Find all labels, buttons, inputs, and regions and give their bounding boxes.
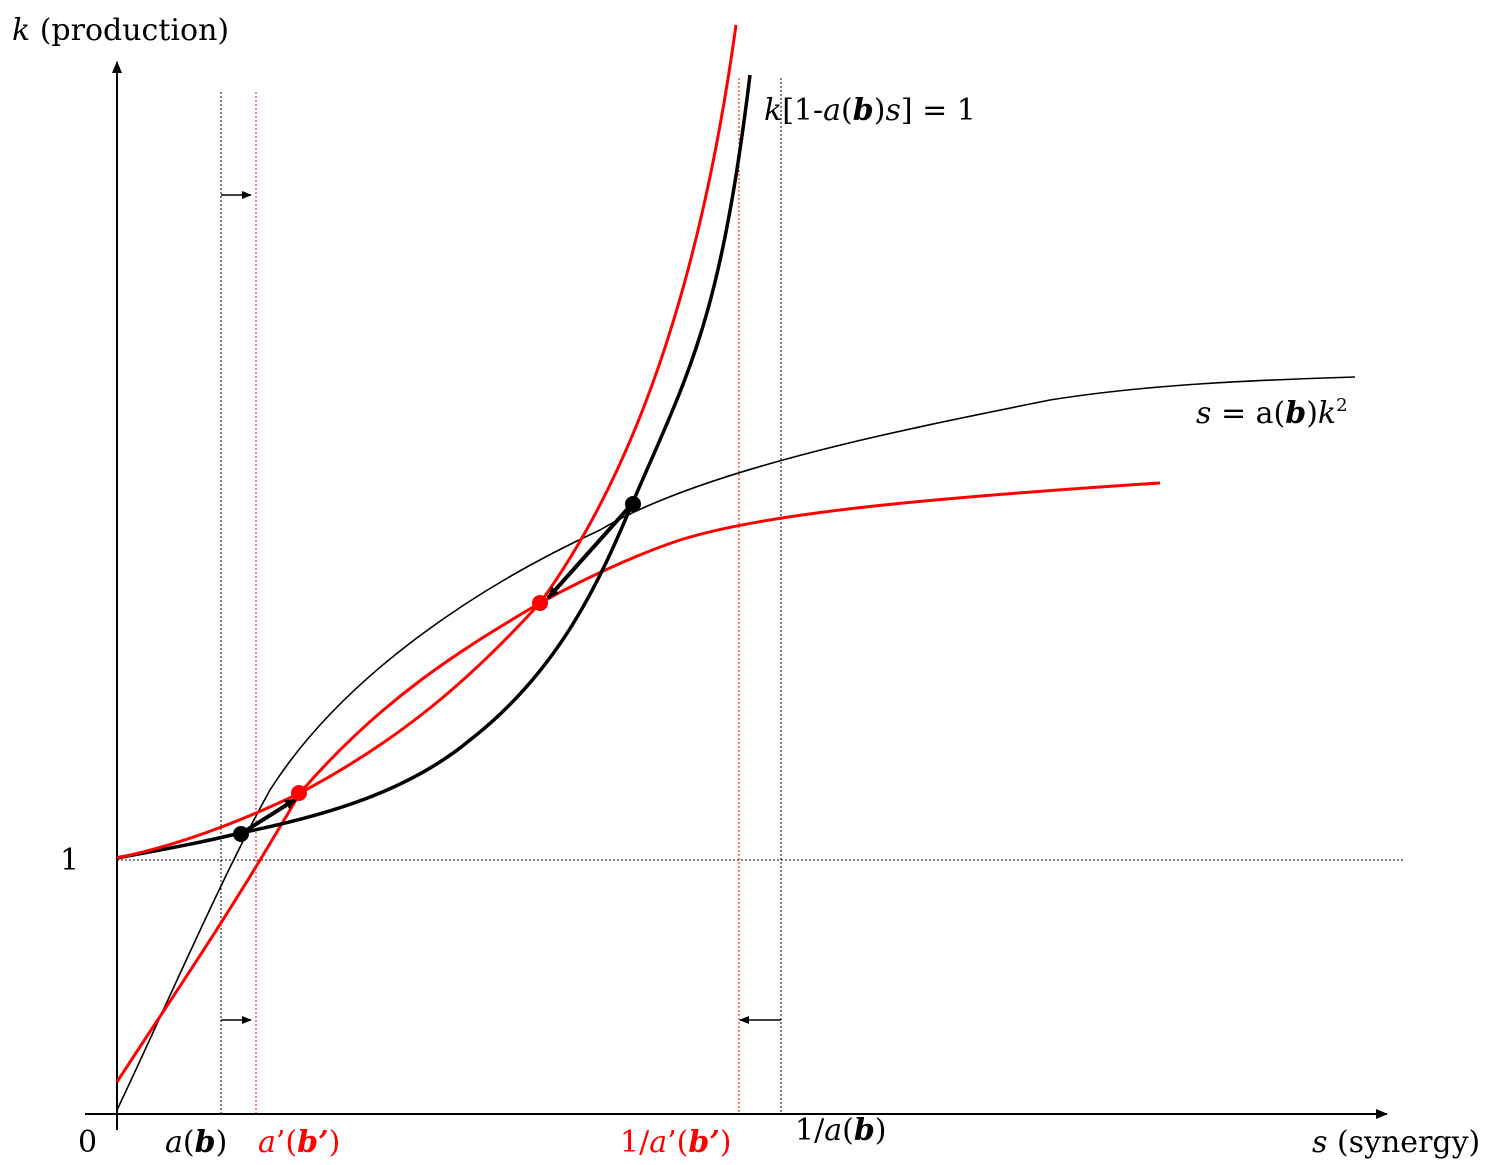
shift-arrow-lower bbox=[240, 797, 298, 835]
saturation-curve-shifted bbox=[115, 481, 1161, 1083]
k-one-tick-label: 1 bbox=[60, 843, 79, 878]
hyperbola-curve-original bbox=[116, 74, 752, 860]
saturation-label: s = a(b)k2 bbox=[1196, 395, 1348, 431]
equilibrium-point-original-upper bbox=[625, 496, 641, 512]
equilibrium-point-original-lower bbox=[233, 826, 249, 842]
shift-arrow-upper bbox=[546, 502, 634, 600]
origin-label: 0 bbox=[78, 1125, 97, 1160]
a-b-label: a(b) bbox=[165, 1125, 227, 1160]
y-axis-label: k (production) bbox=[12, 13, 229, 48]
a-prime-b-prime-label: a’(b’) bbox=[258, 1125, 340, 1160]
equilibrium-point-shifted-upper bbox=[532, 595, 548, 611]
x-axis-label: s (synergy) bbox=[1312, 1125, 1480, 1160]
saturation-curve-original bbox=[116, 376, 1356, 1111]
hyperbola-curve-shifted bbox=[116, 24, 738, 860]
inv-a-prime-label: 1/a’(b’) bbox=[620, 1125, 731, 1160]
hyperbola-label: k[1-a(b)s] = 1 bbox=[764, 93, 976, 128]
inv-a-label: 1/a(b) bbox=[795, 1113, 887, 1148]
equilibrium-point-shifted-lower bbox=[291, 785, 307, 801]
